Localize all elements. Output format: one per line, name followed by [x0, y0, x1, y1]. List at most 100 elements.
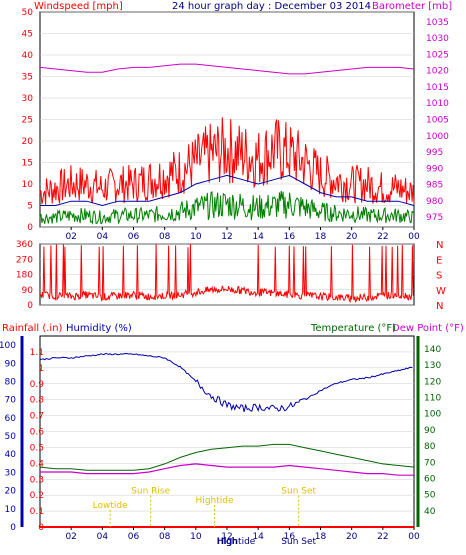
- rainfall-tick-label: 0.4: [30, 459, 45, 469]
- x-tick-label: 00: [408, 532, 420, 542]
- x-tick-label: 06: [128, 232, 140, 242]
- x-tick-label: 12: [221, 232, 232, 242]
- windspeed-tick-label: 25: [22, 116, 33, 126]
- windspeed-series: [39, 190, 415, 225]
- x-tick-label: 14: [252, 532, 264, 542]
- temperature-tick-label: 60: [424, 474, 436, 484]
- x-tick-label: 10: [190, 532, 202, 542]
- rain-humidity-temp-panel: 0 0.1 0.2 0.3 0.4 0.5 0.6 0.7 0.8 0.9 1 1.1 0 10 20 30…: [0, 323, 464, 547]
- barometer-tick-label: 995: [426, 148, 443, 158]
- x-tick-label: 18: [315, 232, 327, 242]
- barometer-series: [39, 63, 415, 75]
- annotation-label: Hightide: [196, 496, 234, 506]
- barometer-tick-label: 985: [426, 181, 443, 191]
- temperature-tick-label: 100: [424, 410, 441, 420]
- windspeed-tick-label: 35: [22, 73, 33, 83]
- rainfall-tick-label: 0.5: [30, 443, 44, 453]
- wind-barometer-x-ticks: 02 04 06 08 10 12 14 16 18 20 22 00: [65, 227, 420, 242]
- compass-label: W: [436, 286, 446, 297]
- x-tick-label: 20: [346, 532, 358, 542]
- windspeed-tick-label: 5: [27, 202, 33, 212]
- compass-label: S: [436, 271, 442, 282]
- humidity-tick-label: 50: [5, 432, 17, 442]
- x-tick-label: 08: [159, 532, 171, 542]
- temperature-series: [39, 443, 415, 471]
- barometer-tick-label: 975: [426, 213, 443, 223]
- humidity-tick-label: 0: [10, 523, 16, 533]
- x-tick-label: 12: [221, 532, 232, 542]
- rainfall-tick-label: 0.1: [30, 507, 44, 517]
- windspeed-tick-label: 15: [22, 159, 33, 169]
- humidity-tick-label: 30: [5, 468, 17, 478]
- temperature-tick-label: 80: [424, 442, 436, 452]
- rainfall-axis-label: Rainfall (.in): [2, 323, 63, 334]
- x-tick-label: 06: [128, 532, 140, 542]
- annotation-label: High: [217, 537, 238, 547]
- x-tick-label: 14: [252, 232, 264, 242]
- wind-gust-series: [39, 117, 415, 205]
- x-tick-label: 04: [97, 232, 109, 242]
- temperature-tick-label: 50: [424, 491, 436, 501]
- humidity-tick-label: 70: [5, 396, 17, 406]
- windspeed-tick-label: 45: [22, 30, 33, 40]
- rainfall-tick-label: 0.7: [30, 412, 44, 422]
- wind-barometer-gridlines: [40, 11, 414, 228]
- direction-degree-label: 360: [16, 240, 33, 250]
- temperature-axis-label: Temperature (°F): [310, 323, 396, 334]
- windspeed-trend-series: [40, 174, 415, 207]
- x-tick-label: 16: [284, 532, 296, 542]
- barometer-tick-label: 1010: [426, 99, 449, 109]
- annotation-label: Hightide: [217, 537, 255, 547]
- temperature-tick-label: 40: [424, 507, 436, 517]
- humidity-tick-label: 100: [0, 341, 16, 351]
- x-tick-label: 02: [65, 532, 76, 542]
- rainfall-ticks: 0 0.1 0.2 0.3 0.4 0.5 0.6 0.7 0.8 0.9 1 1.1: [30, 348, 45, 533]
- rainfall-tick-label: 1.1: [30, 348, 44, 358]
- direction-degree-label: 90: [22, 286, 34, 296]
- humidity-tick-label: 10: [5, 505, 17, 515]
- barometer-axis-label: Barometer [mb]: [372, 1, 452, 12]
- rainfall-tick-label: 0: [38, 523, 44, 533]
- direction-degree-label: 180: [16, 271, 33, 281]
- x-tick-label: 18: [315, 532, 327, 542]
- temperature-tick-label: 130: [424, 361, 441, 371]
- windspeed-tick-label: 30: [22, 94, 34, 104]
- wind-barometer-series: [39, 63, 415, 225]
- x-tick-label: 00: [408, 232, 420, 242]
- barometer-tick-label: 1005: [426, 116, 449, 126]
- windspeed-tick-label: 0: [27, 223, 33, 233]
- temperature-tick-label: 70: [424, 458, 436, 468]
- annotation-label: Lowtide: [93, 501, 128, 511]
- barometer-tick-label: 1030: [426, 34, 449, 44]
- wind-direction-series: [39, 243, 414, 304]
- temperature-tick-label: 120: [424, 377, 441, 387]
- temperature-tick-label: 90: [424, 426, 436, 436]
- wind-direction-series: [39, 243, 414, 304]
- x-tick-label: 02: [65, 232, 76, 242]
- x-tick-label: 22: [377, 532, 388, 542]
- x-tick-label: 16: [284, 232, 296, 242]
- compass-label: N: [436, 301, 443, 312]
- temperature-tick-label: 110: [424, 394, 441, 404]
- humidity-tick-label: 40: [5, 450, 17, 460]
- x-tick-label: 20: [346, 232, 358, 242]
- windspeed-tick-label: 50: [22, 8, 34, 18]
- rainfall-tick-label: 0.2: [30, 491, 44, 501]
- windspeed-tick-label: 10: [22, 180, 34, 190]
- x-tick-label: 10: [190, 232, 202, 242]
- rainfall-tick-label: 0.8: [30, 396, 45, 406]
- annotation-label: Sun Set: [281, 537, 316, 547]
- direction-degree-label: 270: [16, 255, 33, 265]
- barometer-tick-label: 1035: [426, 18, 449, 28]
- temperature-ticks: 40 50 60 70 80 90 100 110 120 130 140: [416, 336, 441, 527]
- humidity-axis-label: Humidity (%): [66, 323, 132, 334]
- chart-title: 24 hour graph day : December 03 2014: [172, 1, 371, 12]
- x-tick-label: 04: [97, 532, 109, 542]
- rainfall-tick-label: 1: [38, 364, 44, 374]
- x-tick-label: 08: [159, 232, 171, 242]
- annotation-label: Sun Set: [281, 487, 316, 497]
